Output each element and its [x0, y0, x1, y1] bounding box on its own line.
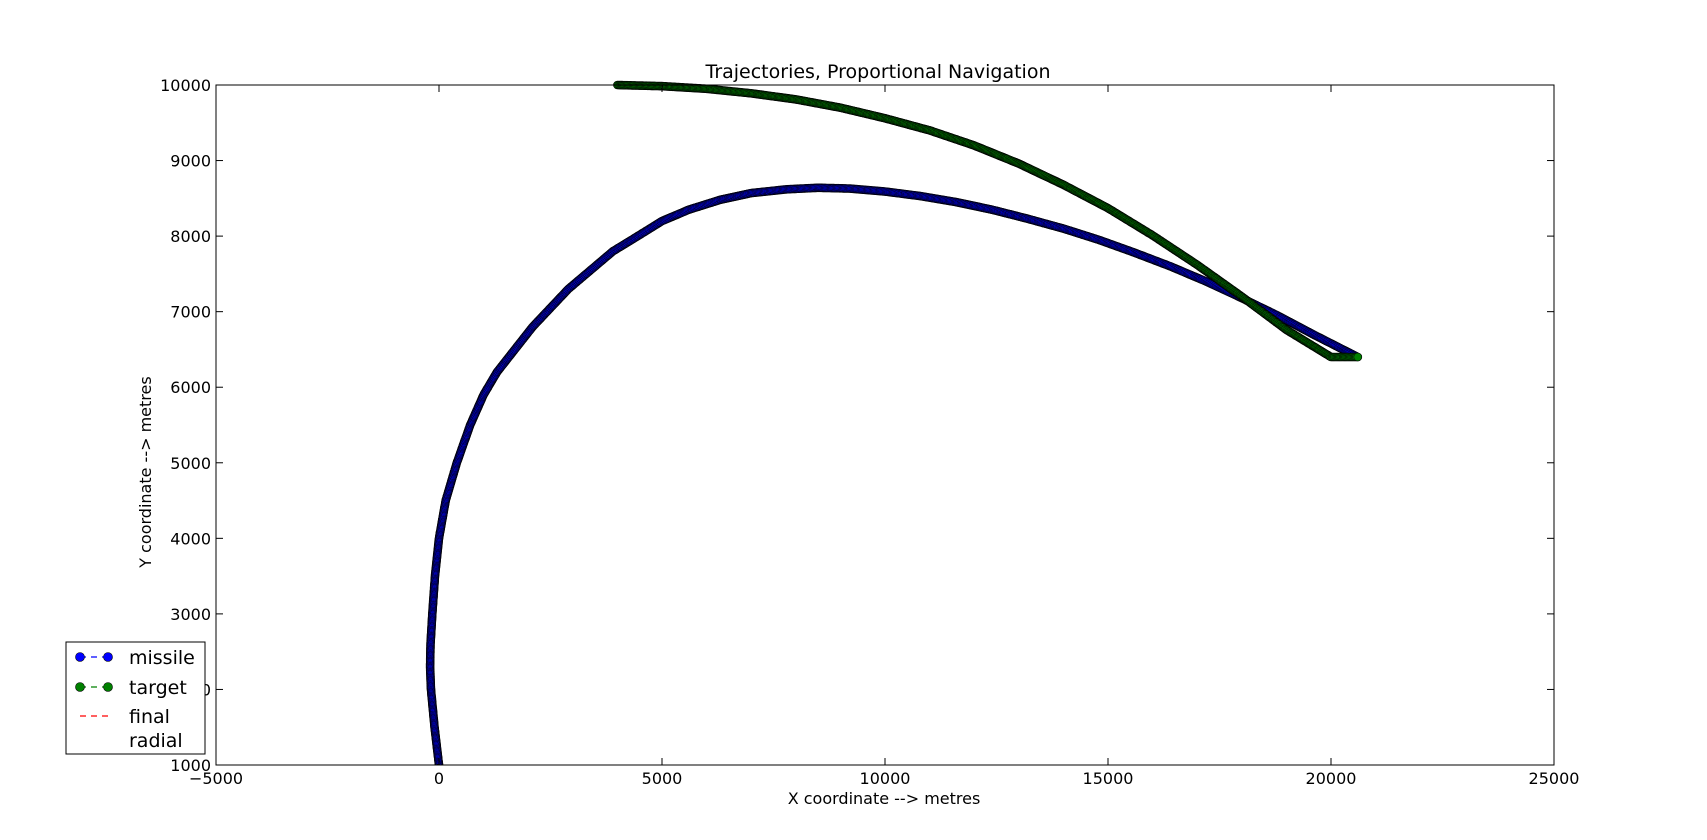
legend-label: target: [129, 677, 187, 699]
legend-marker: [75, 682, 85, 692]
y-tick-label: 6000: [170, 378, 211, 397]
y-tick-label: 1000: [170, 756, 211, 775]
x-tick-label: 5000: [642, 769, 683, 788]
legend-entry: missile: [75, 647, 195, 669]
x-tick-label: 10000: [860, 769, 911, 788]
legend-label: missile: [129, 647, 195, 669]
x-tick-label: 0: [434, 769, 444, 788]
plot-frame: [215, 84, 1555, 766]
legend-box: [65, 641, 206, 755]
series-target: [613, 80, 1363, 362]
legend-label: radial: [129, 730, 183, 752]
y-axis-label: Y coordinate --> metres: [136, 376, 155, 568]
x-tick-label: 20000: [1306, 769, 1357, 788]
x-axis-label: X coordinate --> metres: [788, 789, 981, 808]
axis-ticks: −500005000100001500020000250001000200030…: [160, 76, 1579, 788]
x-tick-label: −5000: [189, 769, 243, 788]
data-point: [1353, 352, 1363, 362]
y-tick-label: 4000: [170, 529, 211, 548]
y-tick-label: 5000: [170, 454, 211, 473]
y-tick-label: 8000: [170, 227, 211, 246]
legend-marker: [103, 682, 113, 692]
y-tick-label: 7000: [170, 303, 211, 322]
legend-marker: [75, 652, 85, 662]
x-tick-label: 25000: [1529, 769, 1580, 788]
y-tick-label: 3000: [170, 605, 211, 624]
chart-title: Trajectories, Proportional Navigation: [705, 61, 1051, 83]
x-tick-label: 15000: [1083, 769, 1134, 788]
series-missile: [425, 183, 1363, 765]
legend-marker: [103, 652, 113, 662]
legend-label: final: [129, 706, 170, 728]
y-tick-label: 9000: [170, 152, 211, 171]
plot-area: [425, 80, 1363, 765]
legend-entry: target: [75, 677, 187, 699]
y-tick-label: 10000: [160, 76, 211, 95]
